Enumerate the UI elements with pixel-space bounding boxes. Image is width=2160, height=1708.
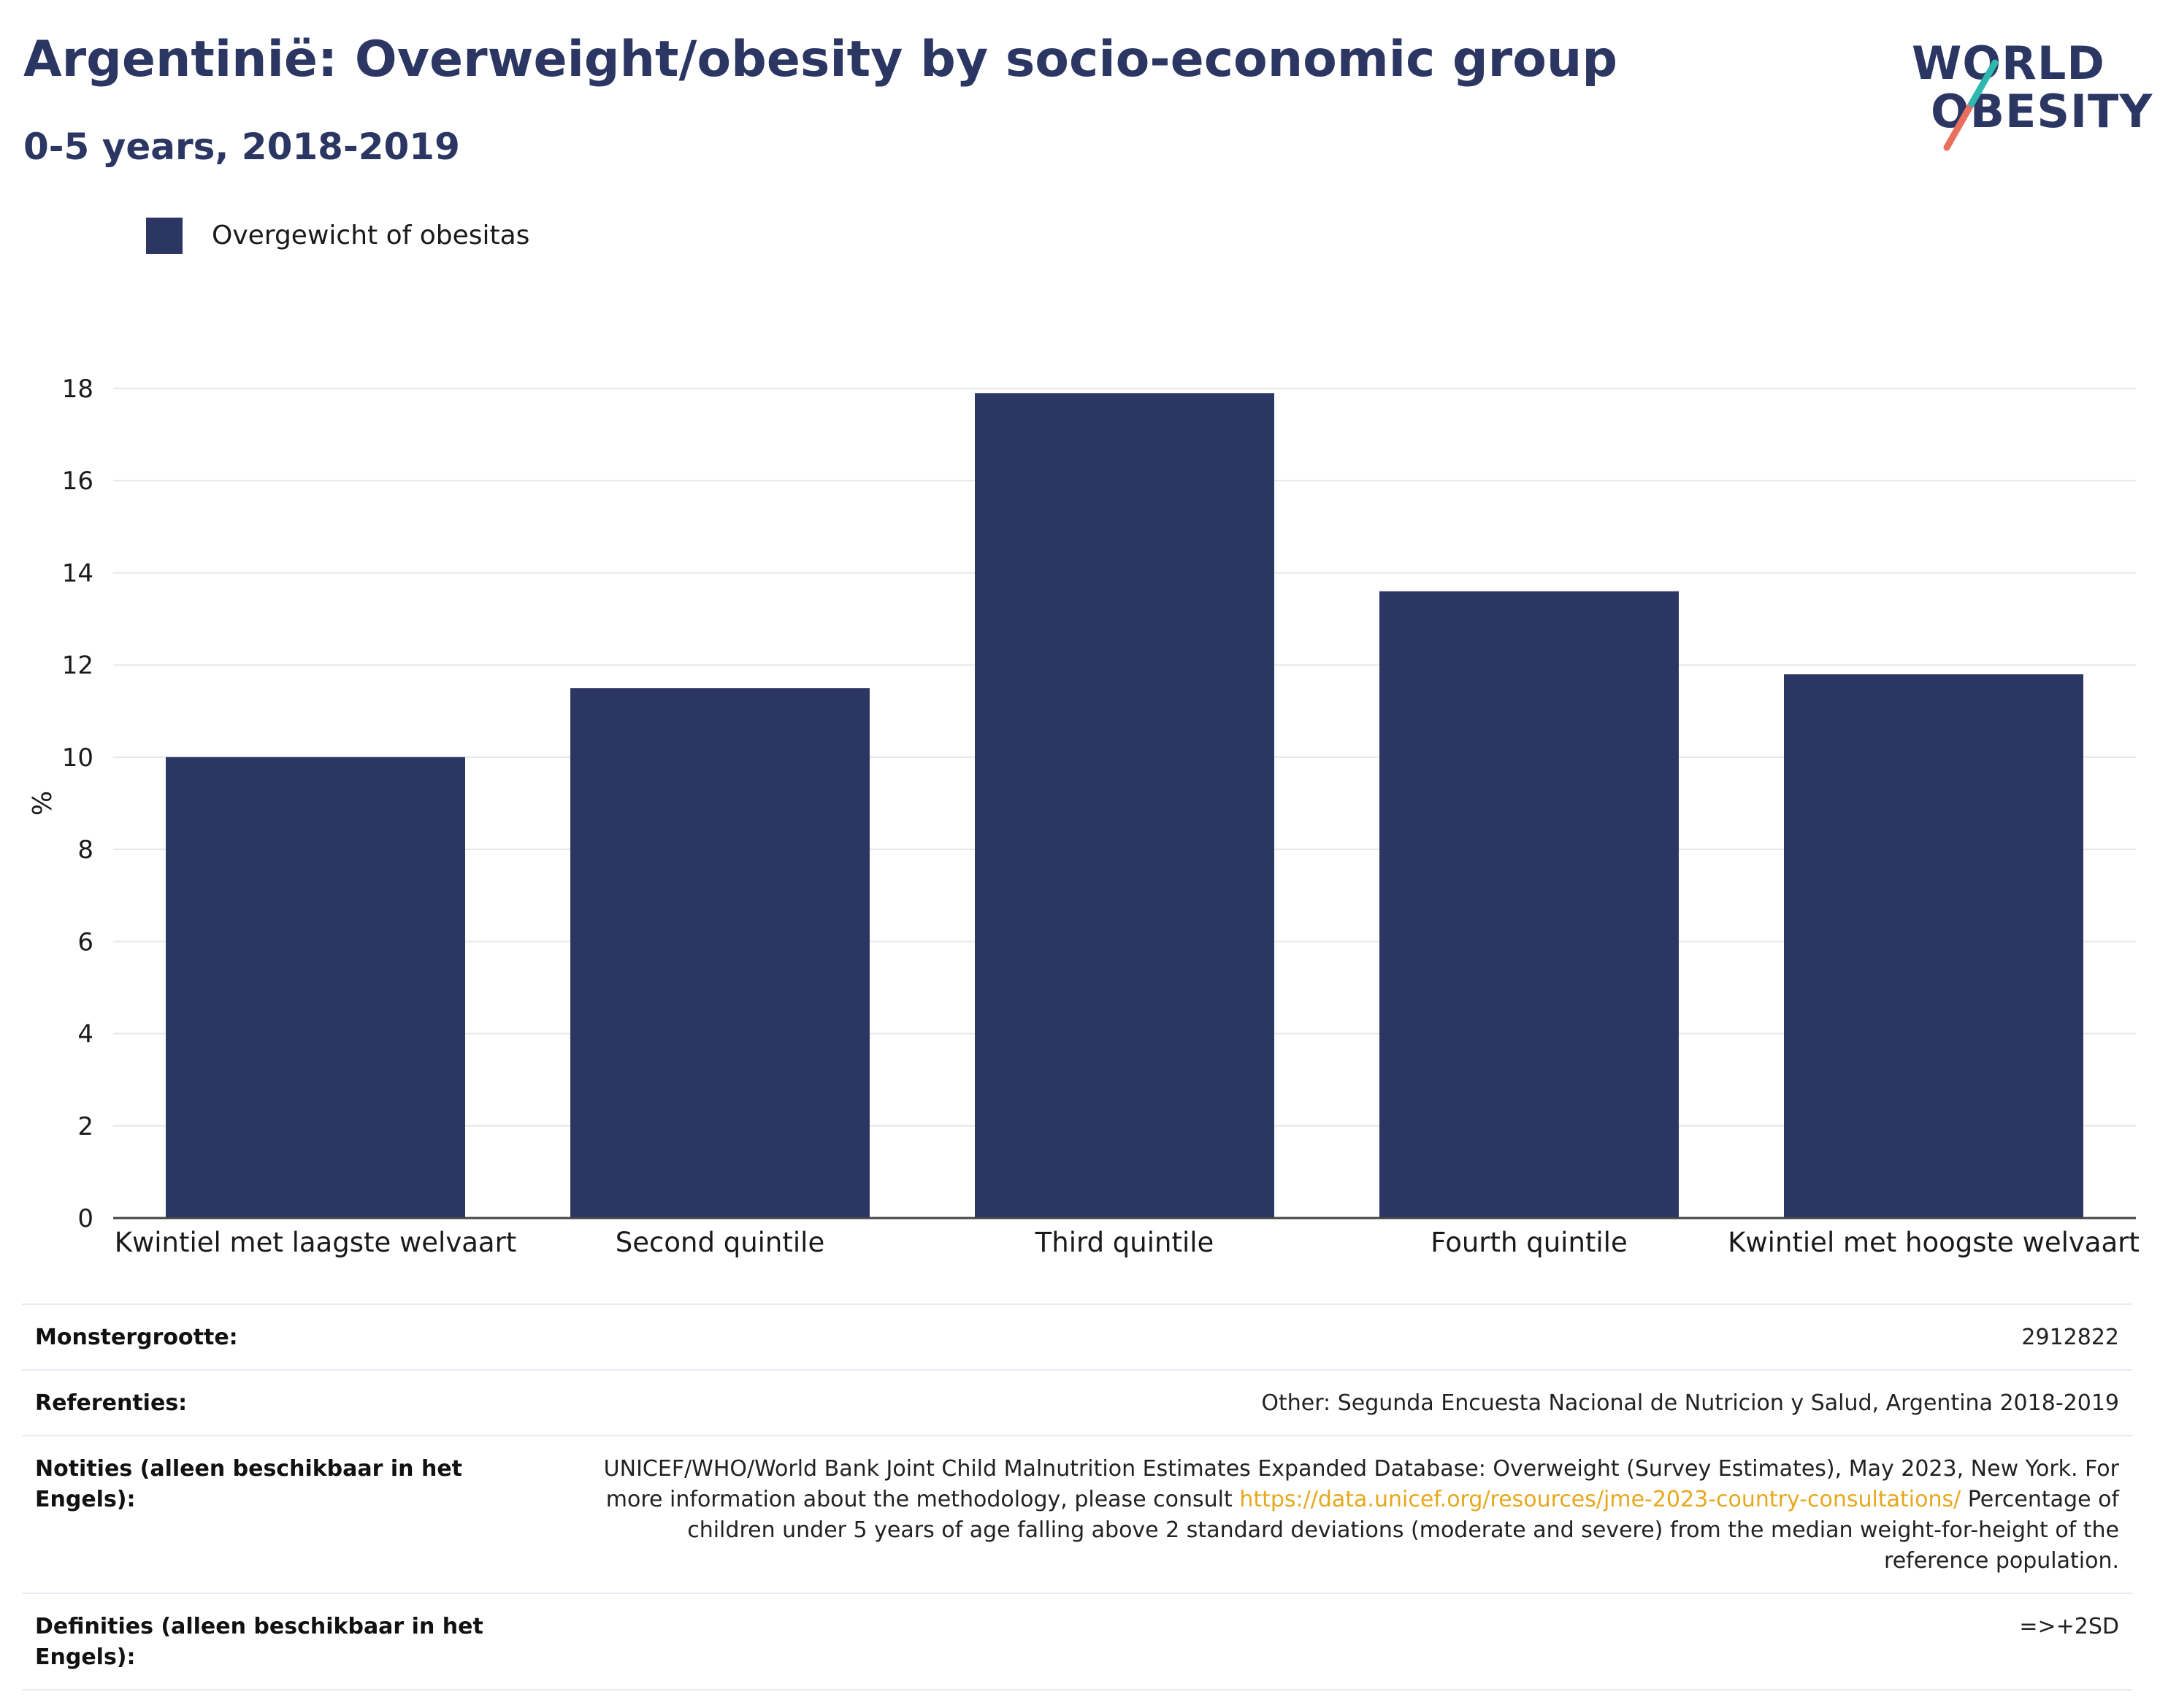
notes-link[interactable]: https://data.unicef.org/resources/jme-20… (1239, 1487, 1961, 1512)
x-tick-label: Kwintiel met laagste welvaart (115, 1227, 517, 1258)
sample-size-value: 2912822 (2021, 1325, 2119, 1350)
y-tick-label: 14 (62, 559, 93, 588)
info-table: Monstergrootte: 2912822 Referenties: Oth… (22, 1303, 2132, 1690)
sample-size-label: Monstergrootte: (35, 1325, 238, 1350)
legend-swatch (146, 218, 183, 254)
bar-chart: 0 2 4 6 8 10 12 14 16 18% Kwintiel met laagste wel… (28, 375, 2140, 1258)
references-value: Other: Segunda Encuesta Nacional de Nutr… (1261, 1390, 2119, 1416)
references-label: Referenties: (35, 1390, 188, 1416)
bar (570, 688, 870, 1218)
y-tick-label: 18 (62, 375, 93, 404)
x-tick-label: Fourth quintile (1431, 1227, 1627, 1258)
x-tick-label: Kwintiel met hoogste welvaart (1728, 1227, 2140, 1258)
definitions-value: =>+2SD (2019, 1614, 2119, 1639)
definitions-label: Definities (alleen beschikbaar in het En… (35, 1614, 483, 1670)
y-tick-label: 2 (77, 1112, 93, 1141)
info-row-definitions: Definities (alleen beschikbaar in het En… (22, 1593, 2132, 1690)
info-row-sample-size: Monstergrootte: 2912822 (22, 1303, 2132, 1369)
bar (975, 393, 1274, 1219)
chart-title: Argentinië: Overweight/obesity by socio-… (23, 31, 1618, 88)
notes-label: Notities (alleen beschikbaar in het Enge… (35, 1456, 463, 1512)
notes-value: UNICEF/WHO/World Bank Joint Child Malnut… (600, 1454, 2119, 1577)
chart-subtitle: 0-5 years, 2018-2019 (23, 126, 460, 168)
info-row-notes: Notities (alleen beschikbaar in het Enge… (22, 1435, 2132, 1593)
legend-label: Overgewicht of obesitas (212, 221, 530, 250)
y-tick-label: 12 (62, 651, 93, 681)
bar (1784, 674, 2083, 1218)
y-tick-label: 16 (62, 467, 93, 496)
y-axis-label: % (28, 791, 58, 816)
notes-text-after: Percentage of children under 5 years of … (687, 1487, 2119, 1574)
notes-text-before: UNICEF/WHO/World Bank Joint Child Malnut… (603, 1456, 2119, 1512)
logo-slash-icon (1943, 59, 1999, 151)
x-tick-label: Third quintile (1035, 1227, 1214, 1258)
y-tick-label: 4 (77, 1020, 93, 1049)
y-tick-label: 10 (62, 743, 93, 773)
y-tick-label: 8 (77, 835, 93, 865)
info-row-references: Referenties: Other: Segunda Encuesta Nac… (22, 1369, 2132, 1435)
y-tick-label: 6 (77, 927, 93, 957)
y-tick-label: 0 (77, 1204, 93, 1233)
x-tick-label: Second quintile (616, 1227, 824, 1258)
bar (1379, 591, 1679, 1218)
world-obesity-logo: WORLD OBESITY (1899, 22, 2152, 153)
logo-word-world: WORLD (1912, 37, 2105, 90)
bar (166, 757, 465, 1218)
